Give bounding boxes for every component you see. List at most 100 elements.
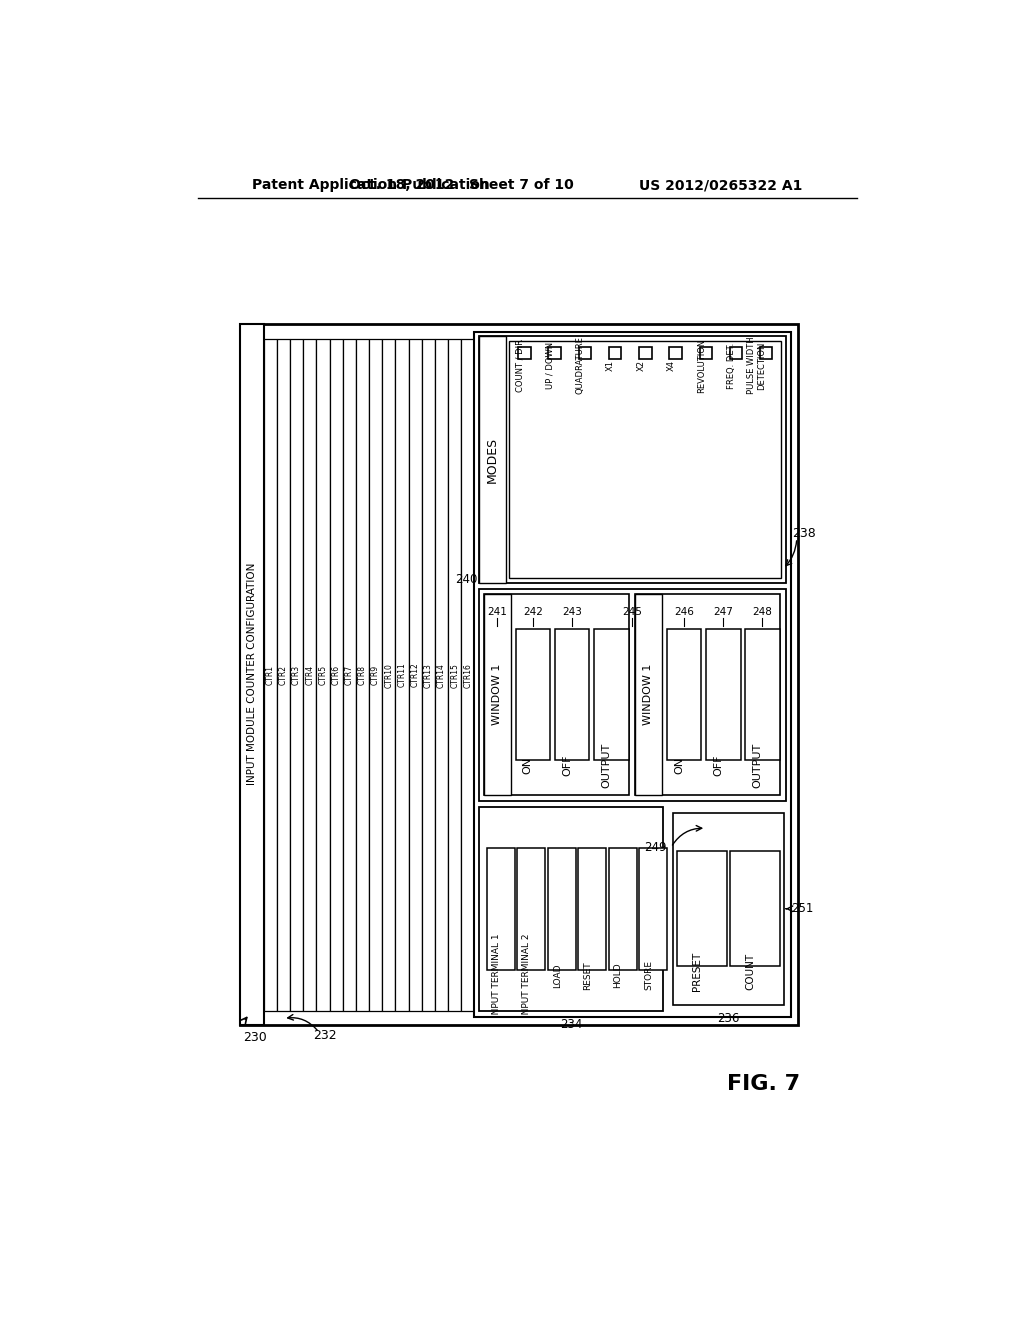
Bar (486, 847, 515, 970)
Text: MODES: MODES (486, 437, 499, 483)
Text: 242: 242 (523, 607, 543, 616)
Text: X1: X1 (606, 360, 615, 371)
Bar (369, 339, 382, 1011)
Bar (303, 339, 316, 1011)
Text: CTR7: CTR7 (345, 665, 353, 685)
Bar (474, 331, 791, 1016)
Bar (760, 347, 772, 359)
Text: CTR4: CTR4 (305, 665, 314, 685)
Text: CTR15: CTR15 (451, 663, 459, 688)
Bar (479, 337, 786, 582)
Bar (461, 339, 474, 1011)
Text: 240: 240 (455, 573, 477, 586)
Bar (435, 339, 449, 1011)
Text: US 2012/0265322 A1: US 2012/0265322 A1 (639, 178, 802, 193)
Text: CTR6: CTR6 (332, 665, 341, 685)
Text: LOAD: LOAD (553, 964, 562, 987)
Text: CTR10: CTR10 (384, 663, 393, 688)
Text: FREQ. DET.: FREQ. DET. (727, 342, 736, 388)
Bar (422, 339, 435, 1011)
Bar (745, 630, 779, 760)
Text: INPUT MODULE COUNTER CONFIGURATION: INPUT MODULE COUNTER CONFIGURATION (247, 564, 257, 785)
Text: CTR5: CTR5 (318, 665, 328, 685)
Text: HOLD: HOLD (613, 962, 623, 989)
Text: CTR11: CTR11 (397, 663, 407, 688)
Text: 238: 238 (793, 527, 816, 540)
Text: CTR8: CTR8 (358, 665, 367, 685)
Bar (639, 347, 651, 359)
Text: 232: 232 (313, 1028, 337, 1041)
Bar (479, 807, 664, 1011)
Bar (509, 341, 781, 578)
Text: WINDOW 1: WINDOW 1 (493, 664, 503, 726)
Text: OFF: OFF (562, 755, 572, 776)
Bar (670, 347, 682, 359)
Bar (730, 851, 779, 966)
Text: 230: 230 (243, 1031, 266, 1044)
Text: INPUT TERMINAL 1: INPUT TERMINAL 1 (492, 933, 501, 1018)
Bar (343, 339, 356, 1011)
Bar (515, 630, 550, 760)
Text: CTR9: CTR9 (371, 665, 380, 685)
Text: CTR2: CTR2 (279, 665, 288, 685)
Text: COUNT / DIR: COUNT / DIR (515, 339, 524, 392)
Text: WINDOW 1: WINDOW 1 (643, 664, 653, 726)
Bar (395, 339, 409, 1011)
Bar (730, 347, 742, 359)
Bar (635, 594, 662, 795)
Bar (579, 347, 591, 359)
Bar (635, 594, 779, 795)
Bar (290, 339, 303, 1011)
Text: Patent Application Publication: Patent Application Publication (252, 178, 489, 193)
Bar (479, 337, 506, 582)
Bar (276, 339, 290, 1011)
Text: 249: 249 (644, 841, 667, 854)
Text: QUADRATURE: QUADRATURE (575, 337, 585, 395)
Bar (639, 847, 667, 970)
Bar (330, 339, 343, 1011)
Bar (483, 594, 629, 795)
Text: 251: 251 (791, 903, 813, 915)
Text: ON: ON (674, 756, 684, 774)
Bar (483, 594, 511, 795)
Text: OUTPUT: OUTPUT (753, 743, 763, 788)
Text: CTR12: CTR12 (411, 663, 420, 688)
Text: 243: 243 (562, 607, 582, 616)
Text: 247: 247 (714, 607, 733, 616)
Bar (409, 339, 422, 1011)
Text: CTR3: CTR3 (292, 665, 301, 685)
Text: CTR13: CTR13 (424, 663, 433, 688)
Bar (667, 630, 701, 760)
Text: 248: 248 (753, 607, 772, 616)
Bar (594, 630, 629, 760)
Text: PULSE WIDTH
DETECTION: PULSE WIDTH DETECTION (746, 337, 766, 395)
Bar (356, 339, 369, 1011)
Text: OUTPUT: OUTPUT (601, 743, 611, 788)
Text: X2: X2 (636, 360, 645, 371)
Bar (555, 630, 590, 760)
Text: X4: X4 (667, 360, 676, 371)
Text: PRESET: PRESET (692, 952, 702, 991)
Bar (241, 323, 263, 1024)
Text: CTR16: CTR16 (463, 663, 472, 688)
Bar (677, 851, 727, 966)
Text: 246: 246 (674, 607, 694, 616)
Text: 234: 234 (560, 1019, 583, 1031)
Bar (517, 847, 546, 970)
Text: ON: ON (523, 756, 532, 774)
Bar (706, 630, 740, 760)
Bar (241, 323, 799, 1024)
Text: STORE: STORE (644, 961, 653, 990)
Bar (608, 847, 637, 970)
Text: 236: 236 (717, 1012, 739, 1026)
Bar (579, 847, 606, 970)
Text: Oct. 18, 2012   Sheet 7 of 10: Oct. 18, 2012 Sheet 7 of 10 (349, 178, 573, 193)
Bar (382, 339, 395, 1011)
Text: CTR14: CTR14 (437, 663, 446, 688)
Bar (548, 847, 575, 970)
Text: FIG. 7: FIG. 7 (727, 1074, 800, 1094)
Bar (449, 339, 461, 1011)
Text: UP / DOWN: UP / DOWN (546, 342, 555, 389)
Text: INPUT TERMINAL 2: INPUT TERMINAL 2 (522, 933, 531, 1018)
Text: CTR1: CTR1 (265, 665, 274, 685)
